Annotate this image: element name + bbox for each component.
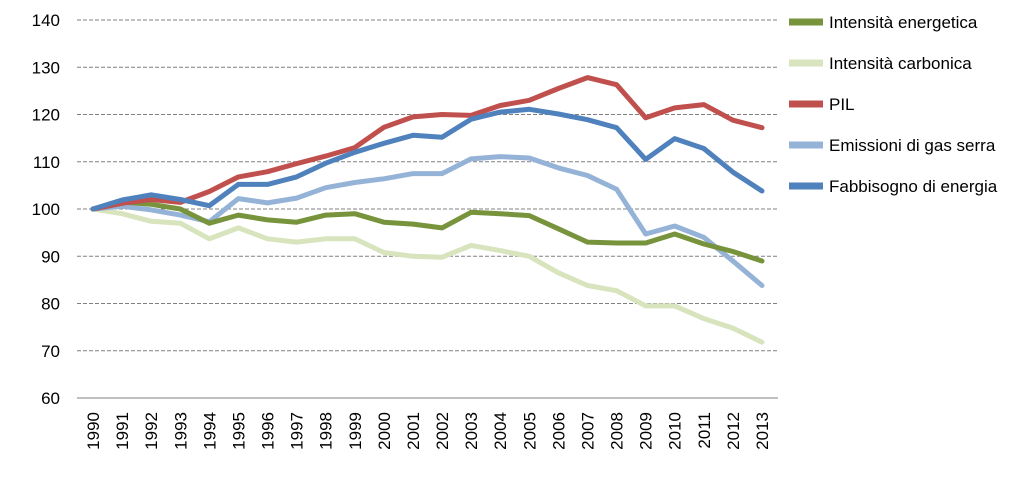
x-tick-label: 2006 <box>549 412 568 450</box>
y-axis-ticks: 60 70 80 90 100 110 120 130 140 <box>32 11 60 408</box>
x-tick-label: 2005 <box>520 412 539 450</box>
x-tick-label: 2002 <box>433 412 452 450</box>
series-line-3 <box>90 75 765 212</box>
series-line-2 <box>90 206 765 345</box>
grid <box>77 19 778 399</box>
legend: Intensità energetica Intensità carbonica P… <box>789 13 998 196</box>
y-tick-label: 100 <box>32 200 60 219</box>
y-tick-label: 130 <box>32 58 60 77</box>
x-tick-label: 1992 <box>142 412 161 450</box>
x-tick-label: 1995 <box>229 412 248 450</box>
series-lines <box>90 75 765 345</box>
x-tick-label: 2010 <box>666 412 685 450</box>
x-tick-label: 2001 <box>404 412 423 450</box>
y-tick-label: 80 <box>41 295 60 314</box>
x-tick-label: 2007 <box>578 412 597 450</box>
y-tick-label: 70 <box>41 342 60 361</box>
series-line-5 <box>90 106 765 212</box>
legend-label: Fabbisogno di energia <box>829 177 998 196</box>
x-tick-label: 1990 <box>84 412 103 450</box>
y-tick-label: 110 <box>33 153 60 172</box>
y-tick-label: 60 <box>41 389 60 408</box>
x-tick-label: 1994 <box>200 412 219 450</box>
series-line-1 <box>90 199 765 264</box>
x-tick-label: 1998 <box>317 412 336 450</box>
x-tick-label: 1993 <box>171 412 190 450</box>
x-tick-label: 2003 <box>462 412 481 450</box>
legend-label: Emissioni di gas serra <box>829 136 996 155</box>
y-tick-label: 140 <box>32 11 60 30</box>
x-axis-ticks: 1990 1991 1992 1993 1994 1995 1996 1997 1998 1999… <box>84 412 772 450</box>
legend-label: Intensità energetica <box>829 13 978 32</box>
x-tick-label: 2008 <box>608 412 627 450</box>
x-tick-label: 1997 <box>288 412 307 450</box>
x-tick-label: 2012 <box>724 412 743 450</box>
y-tick-label: 90 <box>41 247 60 266</box>
legend-label: Intensità carbonica <box>829 54 972 73</box>
x-tick-label: 2013 <box>753 412 772 450</box>
x-tick-label: 2009 <box>637 412 656 450</box>
legend-label: PIL <box>829 95 855 114</box>
x-tick-label: 1999 <box>346 412 365 450</box>
x-tick-label: 2000 <box>375 412 394 450</box>
x-tick-label: 1991 <box>113 412 132 450</box>
x-tick-label: 1996 <box>259 412 278 450</box>
series-line-4 <box>90 154 765 288</box>
x-tick-label: 2004 <box>491 412 510 450</box>
y-tick-label: 120 <box>32 106 60 125</box>
x-tick-label: 2011 <box>695 412 714 449</box>
